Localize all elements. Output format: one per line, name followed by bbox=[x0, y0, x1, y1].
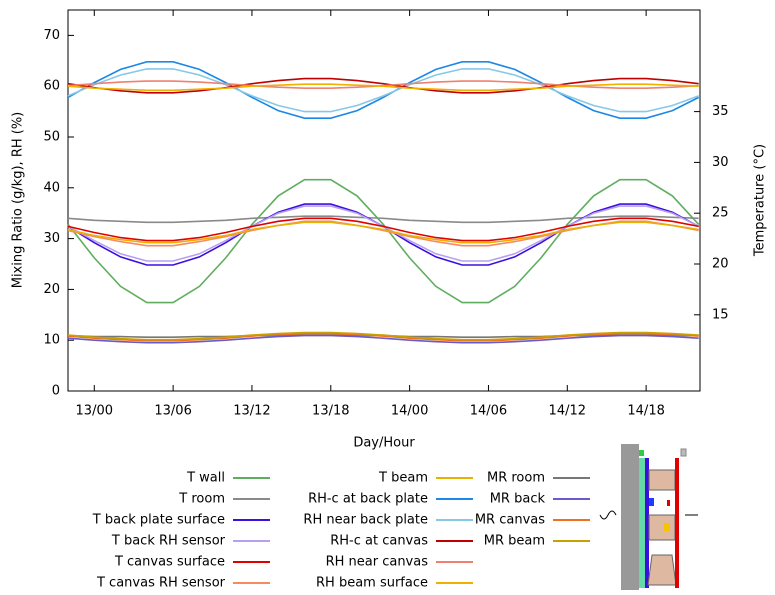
canvas bbox=[675, 458, 679, 588]
legend-label: MR back bbox=[490, 492, 546, 507]
x-tick-label: 13/00 bbox=[76, 404, 113, 419]
stretcher bbox=[648, 469, 676, 491]
back-plate bbox=[645, 458, 649, 588]
y2-tick-label: 30 bbox=[712, 155, 729, 170]
y-tick-label: 30 bbox=[43, 231, 60, 246]
sensor bbox=[639, 450, 644, 456]
legend-label: RH-c at back plate bbox=[308, 492, 428, 507]
series-line bbox=[67, 334, 699, 344]
plot-frame bbox=[67, 9, 701, 392]
y-tick-label: 10 bbox=[43, 333, 60, 348]
x-tick-label: 14/00 bbox=[391, 404, 428, 419]
sensor bbox=[667, 500, 670, 506]
y-tick-label: 40 bbox=[43, 180, 60, 195]
y-tick-label: 0 bbox=[52, 384, 60, 399]
x-tick-label: 13/18 bbox=[312, 404, 349, 419]
legend-label: T canvas surface bbox=[114, 555, 225, 570]
legend-label: T canvas RH sensor bbox=[96, 576, 226, 591]
series-line bbox=[67, 215, 699, 224]
x-tick-label: 13/12 bbox=[233, 404, 270, 419]
x-tick-label: 14/18 bbox=[627, 404, 664, 419]
x-tick-label: 14/12 bbox=[549, 404, 586, 419]
legend-label: T back plate surface bbox=[92, 513, 225, 528]
y2-tick-label: 15 bbox=[712, 307, 729, 322]
legend-label: T wall bbox=[186, 471, 225, 486]
legend-label: RH near back plate bbox=[303, 513, 428, 528]
y-tick-label: 50 bbox=[43, 130, 60, 145]
y2-tick-label: 20 bbox=[712, 257, 729, 272]
y-tick-label: 70 bbox=[43, 28, 60, 43]
x-tick-label: 13/06 bbox=[154, 404, 191, 419]
sensor bbox=[680, 448, 687, 457]
legend-label: RH near canvas bbox=[326, 555, 429, 570]
schematic bbox=[599, 444, 698, 590]
legend-label: T beam bbox=[378, 471, 428, 486]
series-line bbox=[67, 61, 700, 119]
y-tick-label: 60 bbox=[43, 79, 60, 94]
y-tick-label: 20 bbox=[43, 282, 60, 297]
series-line bbox=[67, 331, 699, 341]
y2-axis-label: Temperature (°C) bbox=[753, 144, 768, 257]
y-axis-label: Mixing Ratio (g/kg), RH (%) bbox=[11, 112, 26, 289]
tilde bbox=[599, 510, 617, 520]
sensor bbox=[664, 523, 670, 531]
x-tick-label: 14/06 bbox=[470, 404, 507, 419]
stretcher bbox=[648, 514, 676, 541]
y2-tick-label: 35 bbox=[712, 104, 729, 119]
series-line bbox=[67, 77, 699, 94]
series-line bbox=[67, 332, 699, 342]
series-line bbox=[67, 217, 699, 242]
sensor bbox=[649, 498, 654, 506]
beam bbox=[647, 554, 677, 586]
legend-label: RH beam surface bbox=[316, 576, 428, 591]
series-line bbox=[67, 68, 699, 113]
series-line bbox=[67, 178, 700, 304]
wall bbox=[621, 444, 639, 590]
series-line bbox=[67, 203, 700, 266]
legend-label: RH-c at canvas bbox=[330, 534, 428, 549]
layer bbox=[639, 458, 645, 588]
legend-label: MR canvas bbox=[475, 513, 545, 528]
y2-tick-label: 25 bbox=[712, 206, 729, 221]
legend-label: MR beam bbox=[484, 534, 545, 549]
series-line bbox=[67, 221, 699, 244]
series-line bbox=[67, 205, 700, 262]
legend-label: MR room bbox=[487, 471, 545, 486]
x-axis-label: Day/Hour bbox=[353, 436, 415, 451]
series-line bbox=[67, 83, 699, 92]
legend-label: T back RH sensor bbox=[111, 534, 226, 549]
legend-label: T room bbox=[178, 492, 225, 507]
